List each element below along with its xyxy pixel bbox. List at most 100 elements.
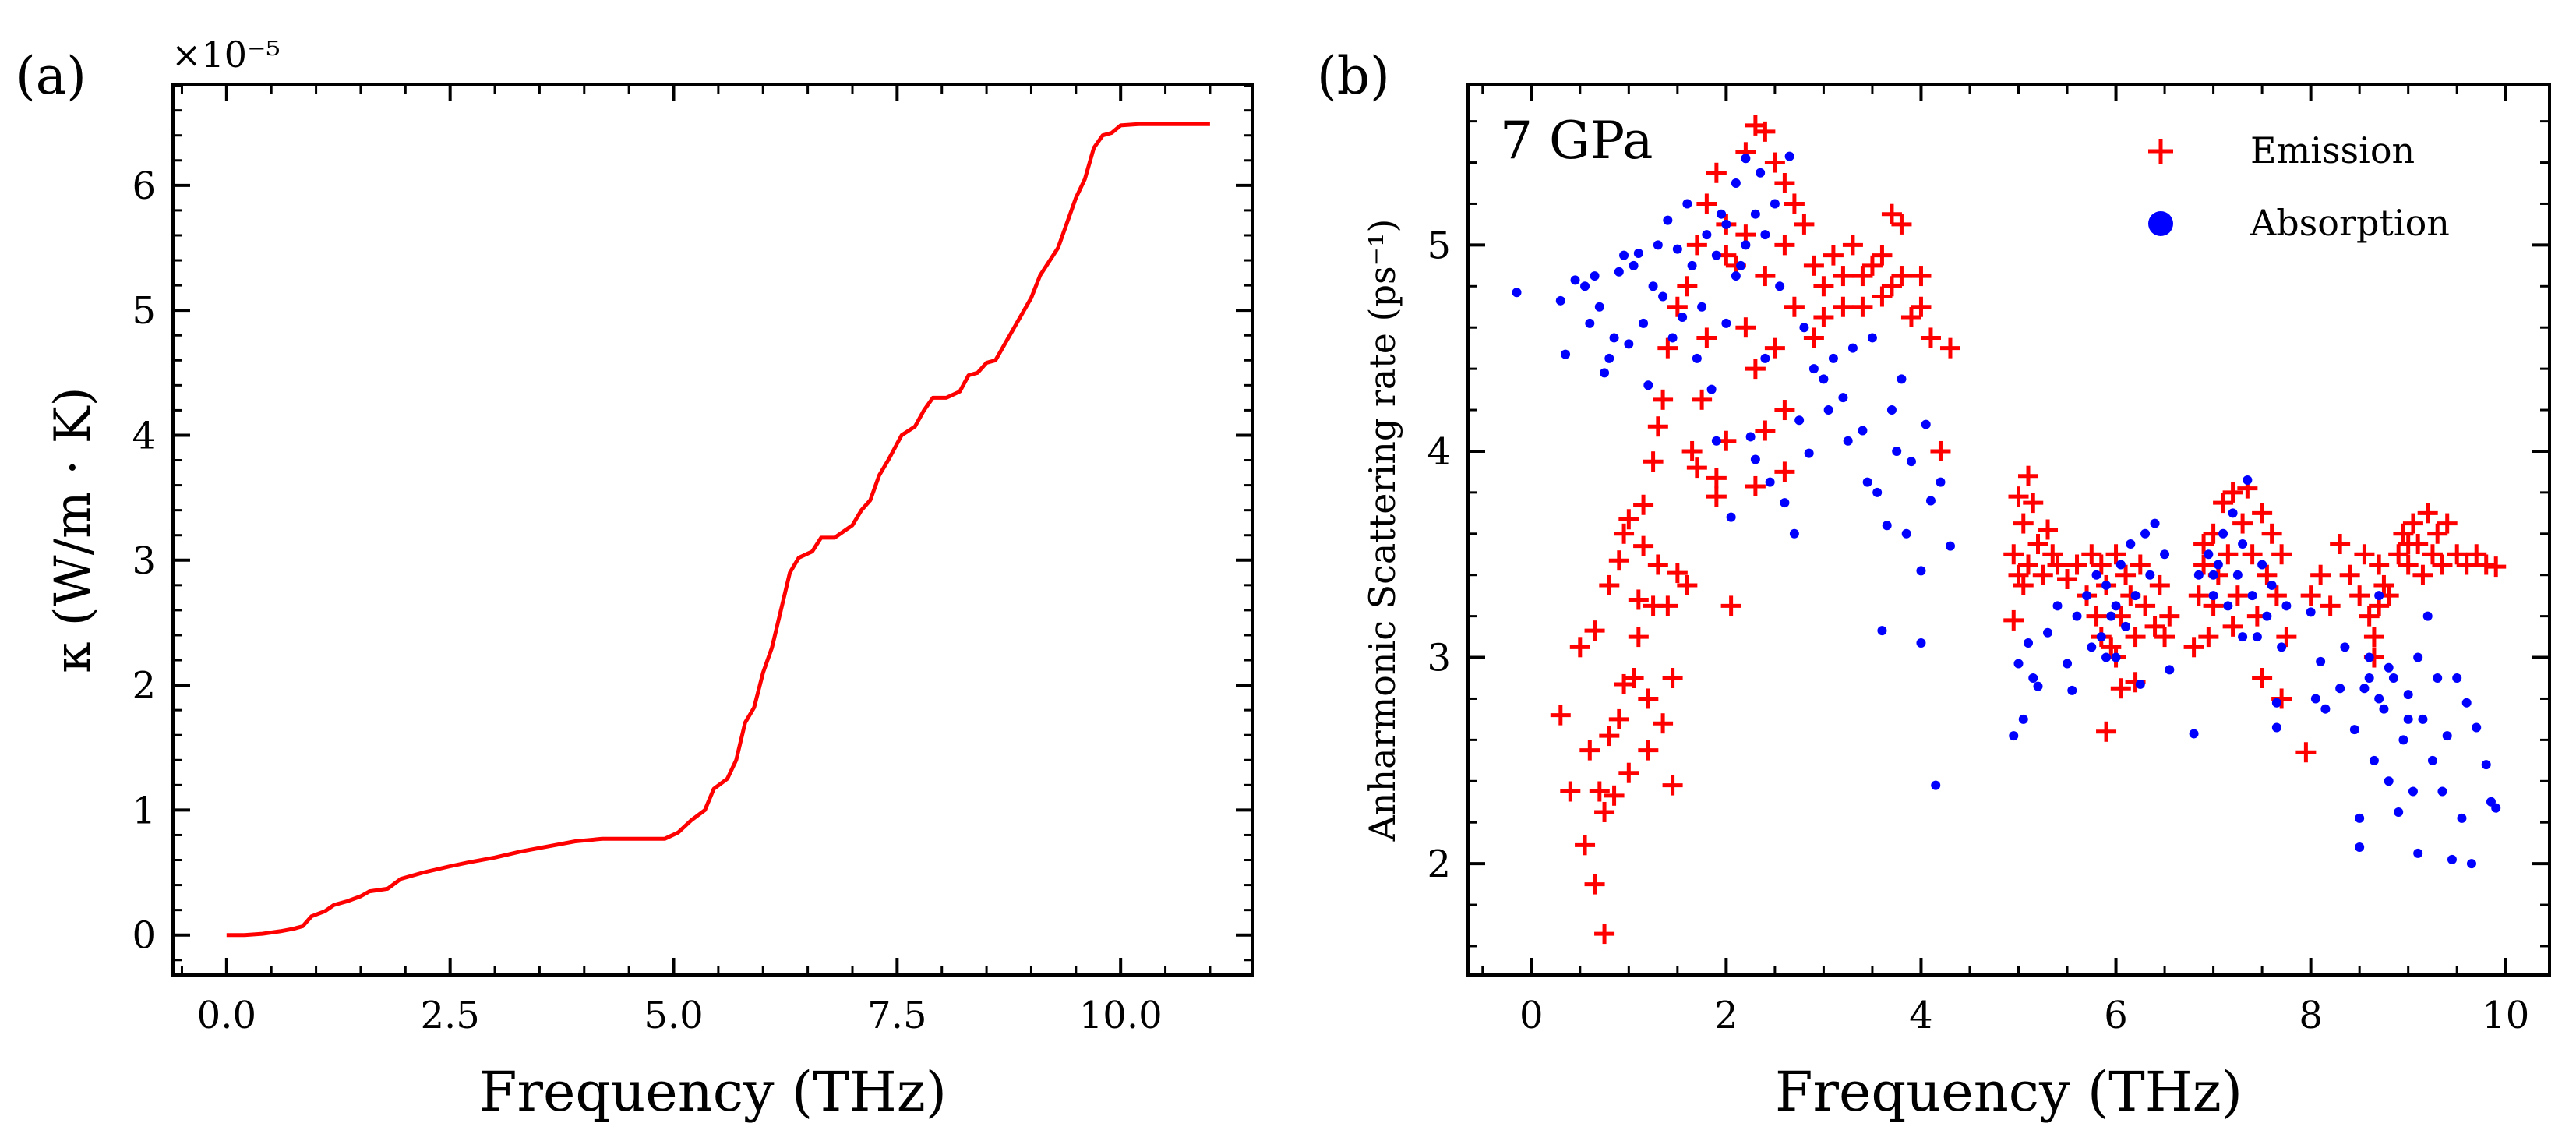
absorption-point (1731, 178, 1741, 188)
emission-point (1813, 276, 1834, 297)
absorption-point (2033, 681, 2043, 691)
absorption-point (1765, 477, 1775, 487)
absorption-point (2472, 722, 2482, 733)
emission-point (2339, 564, 2360, 585)
absorption-point (1858, 426, 1868, 436)
absorption-point (1808, 364, 1819, 374)
absorption-point (1658, 291, 1668, 302)
emission-point (1696, 327, 1717, 348)
emission-point (1735, 317, 1756, 338)
absorption-point (1736, 260, 1746, 270)
absorption-point (1931, 780, 1941, 790)
x-tick-label: 4 (1909, 994, 1933, 1037)
emission-point (2096, 721, 2117, 742)
x-tick-label: 2.5 (421, 994, 480, 1037)
emission-point (1764, 337, 1785, 359)
emission-point (1774, 400, 1795, 421)
emission-point (1720, 595, 1741, 616)
absorption-point (2452, 673, 2462, 683)
emission-point (2105, 544, 2126, 565)
absorption-point (1580, 281, 1590, 291)
absorption-point (2427, 755, 2437, 765)
absorption-point (2091, 570, 2101, 580)
emission-point (1881, 276, 1902, 297)
absorption-point (1867, 333, 1877, 343)
emission-point (2310, 564, 2331, 585)
emission-point (1784, 193, 1805, 214)
panel-a-ticks: 0.0 2.5 5.0 7.5 10.0 0 1 2 3 4 5 6 (132, 84, 1253, 1037)
absorption-point (1892, 446, 1902, 456)
emission-point (2373, 574, 2394, 595)
emission-point (2227, 585, 2248, 606)
absorption-point (2267, 580, 2277, 590)
emission-point (1594, 924, 1615, 945)
absorption-point (2106, 611, 2116, 621)
absorption-point (2072, 611, 2082, 621)
emission-point (2222, 616, 2243, 637)
absorption-point (2228, 508, 2238, 518)
absorption-point (1643, 380, 1653, 390)
emission-point (1784, 296, 1805, 317)
absorption-point (1561, 349, 1571, 359)
emission-point (2276, 627, 2297, 648)
absorption-point (1702, 230, 1712, 240)
y-tick-label: 2 (1427, 842, 1451, 886)
absorption-point (1633, 248, 1643, 258)
panel-b-ticks: 0 2 4 6 8 10 2 3 4 5 (1427, 84, 2550, 1037)
emission-point (1900, 306, 1921, 327)
emission-point (2057, 569, 2078, 589)
emission-point (2008, 486, 2029, 507)
absorption-point (1706, 384, 1717, 394)
absorption-point (1648, 281, 1658, 291)
absorption-point (2232, 570, 2243, 580)
absorption-point (2418, 714, 2428, 724)
pressure-annotation: 7 GPa (1500, 111, 1653, 171)
emission-point (1823, 245, 1844, 266)
absorption-point (2067, 685, 2077, 695)
panel-b-label: (b) (1317, 46, 1390, 106)
emission-point (1604, 785, 1625, 806)
emission-point (1833, 266, 1854, 287)
absorption-point (1653, 240, 1663, 250)
absorption-point (2442, 731, 2452, 741)
emission-point (2013, 513, 2034, 534)
absorption-point (1697, 302, 1707, 312)
absorption-point (1877, 626, 1887, 636)
emission-point (2300, 585, 2321, 606)
emission-point (2486, 556, 2507, 578)
absorption-point (2466, 859, 2476, 869)
emission-point (2091, 554, 2112, 575)
absorption-point (1624, 339, 1634, 349)
absorption-point (1760, 230, 1770, 240)
emission-point (2412, 564, 2433, 585)
emission-point (2066, 554, 2087, 575)
emission-point (1623, 668, 1644, 688)
y-tick-label: 3 (1427, 637, 1451, 680)
emission-point (2023, 493, 2044, 514)
emission-point (1706, 162, 1727, 183)
emission-point (1930, 440, 1951, 461)
absorption-point (1823, 405, 1833, 415)
emission-point (2086, 606, 2107, 627)
emission-point (2101, 637, 2122, 658)
absorption-point (1936, 477, 1946, 487)
absorption-point (2340, 642, 2350, 652)
absorption-point (1731, 271, 1741, 281)
emission-point (1939, 337, 1960, 359)
emission-point (1643, 451, 1664, 472)
absorption-point (2271, 698, 2281, 708)
emission-point (1633, 535, 1654, 556)
absorption-point (2369, 755, 2379, 765)
emission-point (1794, 214, 1815, 235)
legend-emission-marker (2148, 139, 2173, 164)
absorption-point (1847, 343, 1858, 353)
absorption-point (1687, 260, 1697, 270)
emission-point (1872, 286, 1893, 307)
absorption-point (2018, 714, 2028, 724)
emission-point (2183, 637, 2204, 658)
absorption-point (2413, 652, 2423, 662)
absorption-point (1901, 528, 1911, 539)
absorption-point (2403, 714, 2413, 724)
emission-point (2008, 564, 2029, 585)
